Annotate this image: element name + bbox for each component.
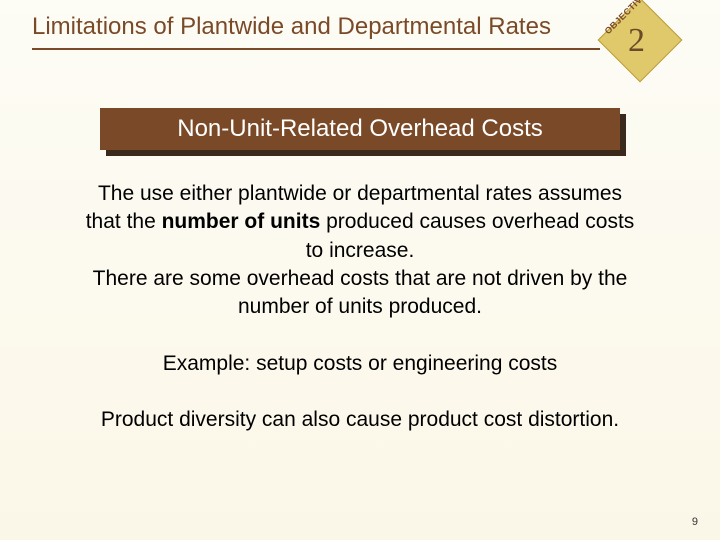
slide-title: Limitations of Plantwide and Departmenta… [32, 12, 600, 42]
body-paragraph-3: Product diversity can also cause product… [80, 406, 640, 434]
body-text: The use either plantwide or departmental… [80, 180, 640, 434]
slide: Limitations of Plantwide and Departmenta… [0, 0, 720, 540]
body-p1-line2: There are some overhead costs that are n… [93, 267, 628, 318]
objective-badge: OBJECTIVE 2 [600, 0, 680, 80]
body-p1-part2: produced causes overhead costs to increa… [306, 210, 635, 261]
title-underline [32, 48, 600, 50]
body-p1-bold: number of units [162, 210, 321, 233]
subtitle-box: Non-Unit-Related Overhead Costs [100, 108, 620, 150]
subtitle-text: Non-Unit-Related Overhead Costs [177, 115, 543, 143]
objective-number: 2 [628, 22, 645, 60]
body-paragraph-2: Example: setup costs or engineering cost… [80, 350, 640, 378]
slide-header: Limitations of Plantwide and Departmenta… [32, 12, 600, 50]
body-paragraph-1: The use either plantwide or departmental… [80, 180, 640, 322]
page-number: 9 [692, 516, 698, 528]
